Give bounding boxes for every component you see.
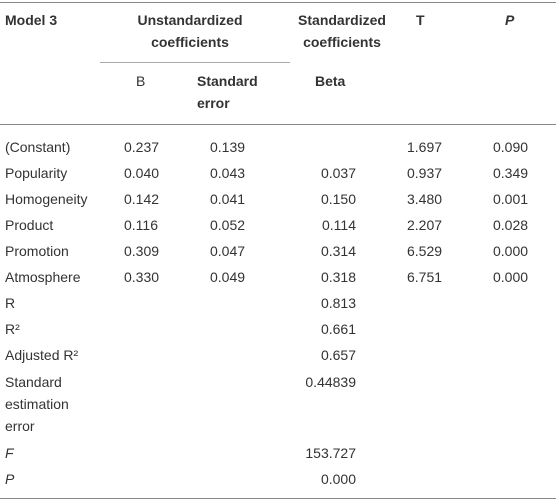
- cell-beta: 0.657: [320, 347, 356, 363]
- cell-beta: 0.661: [320, 321, 356, 337]
- cell-p: 0.000: [493, 243, 529, 259]
- header-se: Standard error: [197, 73, 258, 111]
- header-standardized: Standardized coefficients: [298, 12, 386, 50]
- row-label: P: [5, 471, 15, 487]
- row-label: Atmosphere: [5, 269, 81, 285]
- row-label: R²: [5, 321, 20, 337]
- cell-p: 0.000: [493, 269, 529, 285]
- header-t: T: [416, 12, 425, 28]
- cell-b: 0.040: [124, 165, 160, 181]
- cell-se: 0.041: [210, 191, 246, 207]
- row-label: F: [5, 445, 14, 461]
- row-label: Product: [5, 217, 54, 233]
- cell-t: 3.480: [407, 191, 443, 207]
- row-label: Promotion: [5, 243, 69, 259]
- top-rule: [0, 2, 556, 3]
- cell-se: 0.052: [210, 217, 246, 233]
- cell-beta: 0.037: [320, 165, 356, 181]
- cell-se: 0.047: [210, 243, 246, 259]
- cell-se: 0.043: [210, 165, 246, 181]
- cell-p: 0.028: [493, 217, 529, 233]
- header-unstandardized: Unstandardized coefficients: [137, 12, 243, 50]
- cell-beta: 0.318: [320, 269, 356, 285]
- row-label: Homogeneity: [5, 191, 88, 207]
- header-rule: [0, 124, 556, 125]
- header-p: P: [505, 12, 515, 28]
- cell-t: 6.529: [407, 243, 443, 259]
- cell-t: 2.207: [407, 217, 443, 233]
- header-beta: Beta: [315, 73, 346, 89]
- header-b: B: [136, 73, 146, 89]
- cell-beta: 0.000: [320, 471, 356, 487]
- row-label: Adjusted R²: [5, 347, 79, 363]
- cell-t: 1.697: [407, 139, 443, 155]
- header-model: Model 3: [5, 12, 58, 28]
- cell-t: 0.937: [407, 165, 443, 181]
- row-label: Popularity: [5, 165, 68, 181]
- cell-beta: 0.150: [320, 191, 356, 207]
- cell-se: 0.049: [210, 269, 246, 285]
- cell-b: 0.237: [124, 139, 160, 155]
- group-rule: [100, 62, 290, 63]
- cell-p: 0.001: [493, 191, 529, 207]
- cell-beta: 153.727: [305, 445, 356, 461]
- bottom-rule: [0, 498, 556, 499]
- row-label: (Constant): [5, 139, 71, 155]
- cell-beta: 0.813: [320, 295, 356, 311]
- row-label: R: [5, 295, 16, 311]
- cell-beta: 0.44839: [305, 374, 356, 390]
- cell-b: 0.309: [124, 243, 160, 259]
- cell-b: 0.330: [124, 269, 160, 285]
- cell-beta: 0.114: [322, 217, 356, 233]
- cell-p: 0.090: [493, 139, 529, 155]
- cell-p: 0.349: [493, 165, 529, 181]
- cell-beta: 0.314: [320, 243, 356, 259]
- cell-se: 0.139: [210, 139, 246, 155]
- cell-t: 6.751: [407, 269, 443, 285]
- row-label: Standard estimation error: [5, 374, 69, 434]
- cell-b: 0.116: [124, 217, 158, 233]
- cell-b: 0.142: [124, 191, 160, 207]
